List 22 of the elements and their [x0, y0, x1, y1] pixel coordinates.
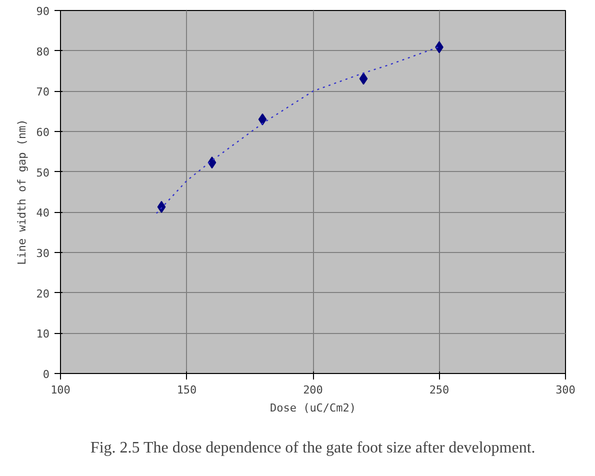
point [157, 200, 166, 213]
y-tick-label: 10 [36, 328, 50, 341]
y-tick-label: 30 [36, 247, 50, 260]
x-tick-label: 150 [176, 384, 197, 396]
y-tick-label: 50 [36, 166, 50, 180]
point [208, 156, 216, 169]
y-tick-label: 80 [36, 45, 50, 58]
text: Fig. 2.5 The dose dependence of the gate foot size after development. [90, 440, 536, 456]
y-tick-label: 20 [36, 287, 50, 300]
x-tick-label: 300 [556, 384, 576, 396]
x-tick-label: 100 [50, 384, 70, 396]
y-tick-label: 70 [36, 86, 50, 99]
x-axis-title: Dose (uC/Cm2) [270, 402, 356, 414]
point [258, 113, 267, 126]
point [359, 72, 368, 85]
x-tick-label: 250 [429, 384, 450, 396]
y-tick-label: 90 [36, 5, 50, 18]
x-tick-label: 200 [303, 384, 323, 396]
y-tick-label: 40 [36, 206, 50, 220]
y-axis-title: Line width of gap (nm) [15, 119, 28, 265]
y-tick-label: 60 [36, 126, 50, 139]
y-tick-label: 0 [42, 368, 50, 381]
